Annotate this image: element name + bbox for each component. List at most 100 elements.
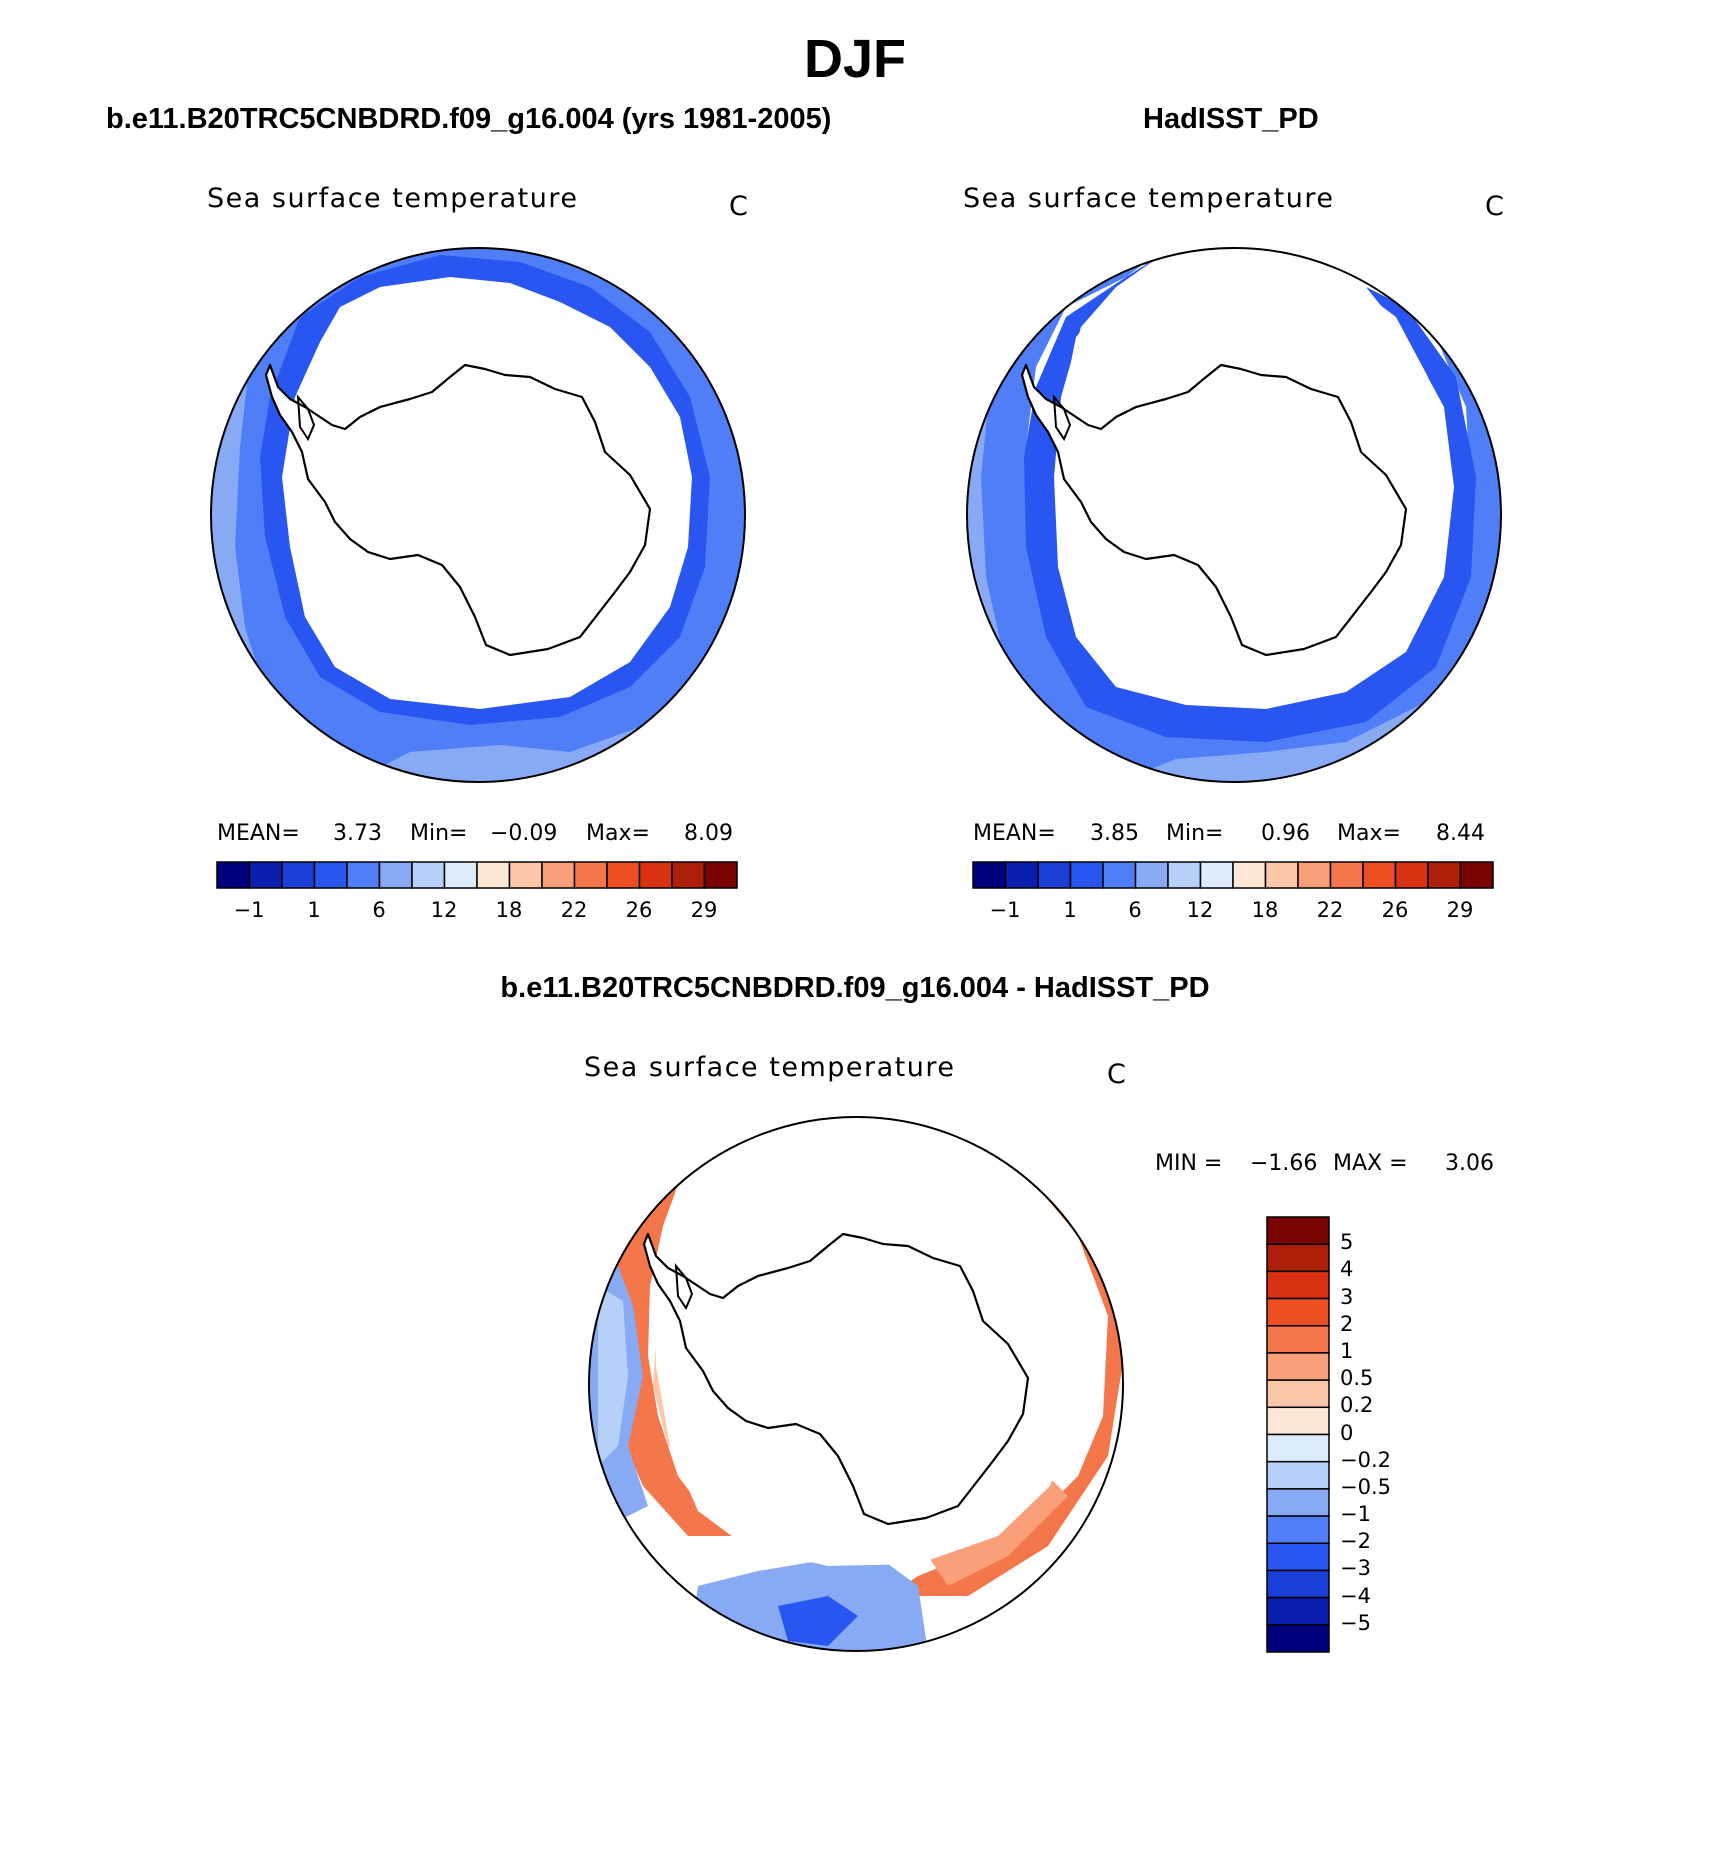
obs-colorbar-tick: 26 bbox=[1381, 898, 1409, 922]
figure-title: DJF bbox=[803, 29, 906, 89]
diff-colorbar-tick: −3 bbox=[1340, 1556, 1371, 1581]
diff-colorbar bbox=[1266, 1216, 1330, 1653]
model-colorbar-tick: −1 bbox=[233, 898, 265, 922]
obs-polar-map bbox=[966, 247, 1502, 783]
model-colorbar-tick: 1 bbox=[307, 898, 321, 922]
obs-max-value: 8.44 bbox=[1436, 821, 1485, 846]
obs-colorbar-bin bbox=[1297, 861, 1332, 889]
model-colorbar-bin bbox=[346, 861, 381, 889]
model-colorbar-bin bbox=[638, 861, 673, 889]
obs-mean-value: 3.85 bbox=[1090, 821, 1139, 846]
diff-colorbar-bin bbox=[1266, 1460, 1330, 1490]
diff-strong-negative-south bbox=[778, 1596, 858, 1646]
obs-case-title: HadISST_PD bbox=[1143, 103, 1319, 135]
model-peninsula-island bbox=[296, 393, 316, 442]
diff-colorbar-bin bbox=[1266, 1297, 1330, 1327]
diff-colorbar-tick: −1 bbox=[1340, 1502, 1371, 1527]
model-colorbar-bin bbox=[606, 861, 641, 889]
diff-colorbar-bin bbox=[1266, 1433, 1330, 1463]
diff-weak-negative-west bbox=[598, 1286, 628, 1466]
diff-case-title: b.e11.B20TRC5CNBDRD.f09_g16.004 - HadISS… bbox=[500, 972, 1210, 1004]
model-colorbar-tick: 12 bbox=[430, 898, 458, 922]
obs-min-value: 0.96 bbox=[1261, 821, 1310, 846]
obs-colorbar bbox=[972, 861, 1494, 889]
diff-colorbar-tick: 0.2 bbox=[1340, 1393, 1374, 1418]
diff-colorbar-tick: −0.5 bbox=[1340, 1474, 1391, 1499]
obs-colorbar-bin bbox=[1459, 861, 1494, 889]
model-max-label: Max= bbox=[586, 821, 650, 846]
diff-colorbar-bin bbox=[1266, 1596, 1330, 1626]
obs-colorbar-bin bbox=[1232, 861, 1267, 889]
diff-colorbar-bin bbox=[1266, 1379, 1330, 1409]
obs-colorbar-bin bbox=[1394, 861, 1429, 889]
obs-colorbar-tick: 29 bbox=[1446, 898, 1474, 922]
diff-colorbar-bin bbox=[1266, 1542, 1330, 1572]
model-colorbar bbox=[216, 861, 738, 889]
diff-colorbar-bin bbox=[1266, 1325, 1330, 1354]
model-map-border bbox=[210, 247, 746, 783]
obs-colorbar-bin bbox=[1134, 861, 1169, 889]
model-colorbar-bin bbox=[476, 861, 511, 889]
obs-colorbar-bin bbox=[1362, 861, 1397, 889]
obs-colorbar-bin bbox=[1167, 861, 1202, 889]
model-colorbar-bin bbox=[248, 861, 283, 889]
diff-colorbar-bin bbox=[1266, 1488, 1330, 1517]
diff-min-label: MIN = bbox=[1155, 1151, 1223, 1176]
diff-min-value: −1.66 bbox=[1250, 1151, 1318, 1176]
model-colorbar-bin bbox=[378, 861, 413, 889]
diff-colorbar-bin bbox=[1266, 1352, 1330, 1381]
model-colorbar-bin bbox=[508, 861, 543, 889]
model-variable-title: Sea surface temperature bbox=[207, 183, 579, 214]
model-case-title: b.e11.B20TRC5CNBDRD.f09_g16.004 (yrs 198… bbox=[106, 103, 832, 135]
model-colorbar-bin bbox=[671, 861, 706, 889]
model-units-label: C bbox=[729, 191, 750, 222]
diff-colorbar-bin bbox=[1266, 1515, 1330, 1544]
model-antarctica-coastline bbox=[264, 363, 652, 657]
diff-colorbar-tick: −5 bbox=[1340, 1610, 1371, 1635]
model-max-value: 8.09 bbox=[684, 821, 733, 846]
model-colorbar-bin bbox=[216, 861, 251, 889]
obs-units-label: C bbox=[1485, 191, 1506, 222]
model-colorbar-tick: 29 bbox=[690, 898, 718, 922]
model-colorbar-bin bbox=[281, 861, 316, 889]
obs-colorbar-tick: 18 bbox=[1251, 898, 1279, 922]
model-colorbar-bin bbox=[573, 861, 608, 889]
model-colorbar-bin bbox=[313, 861, 348, 889]
obs-min-label: Min= bbox=[1166, 821, 1224, 846]
diff-colorbar-tick: −0.2 bbox=[1340, 1447, 1391, 1472]
diff-max-value: 3.06 bbox=[1445, 1151, 1494, 1176]
diff-colorbar-bin bbox=[1266, 1624, 1330, 1653]
obs-colorbar-bin bbox=[1199, 861, 1234, 889]
diff-colorbar-tick: 4 bbox=[1340, 1257, 1354, 1282]
diff-polar-map bbox=[588, 1116, 1124, 1652]
diff-max-label: MAX = bbox=[1333, 1151, 1408, 1176]
obs-peninsula-island bbox=[1052, 393, 1072, 442]
obs-variable-title: Sea surface temperature bbox=[963, 183, 1335, 214]
model-colorbar-tick: 26 bbox=[625, 898, 653, 922]
diff-colorbar-tick: 5 bbox=[1340, 1230, 1354, 1255]
model-polar-map bbox=[210, 247, 746, 783]
diff-colorbar-tick: 0.5 bbox=[1340, 1366, 1374, 1391]
diff-units-label: C bbox=[1107, 1059, 1128, 1090]
obs-colorbar-bin bbox=[1004, 861, 1039, 889]
diff-colorbar-tick: 1 bbox=[1340, 1338, 1354, 1363]
obs-colorbar-bin bbox=[972, 861, 1007, 889]
diff-colorbar-tick: 0 bbox=[1340, 1420, 1354, 1445]
obs-colorbar-bin bbox=[1427, 861, 1462, 889]
diff-colorbar-tick: −4 bbox=[1340, 1583, 1371, 1608]
obs-colorbar-tick: 1 bbox=[1063, 898, 1077, 922]
obs-colorbar-bin bbox=[1102, 861, 1137, 889]
model-colorbar-bin bbox=[443, 861, 478, 889]
obs-colorbar-bin bbox=[1264, 861, 1299, 889]
obs-colorbar-tick: 12 bbox=[1186, 898, 1214, 922]
diff-colorbar-tick: 3 bbox=[1340, 1284, 1354, 1309]
diff-colorbar-bin bbox=[1266, 1270, 1330, 1300]
diff-colorbar-bin bbox=[1266, 1569, 1330, 1599]
obs-colorbar-bin bbox=[1329, 861, 1364, 889]
obs-colorbar-bin bbox=[1069, 861, 1104, 889]
diff-variable-title: Sea surface temperature bbox=[584, 1052, 956, 1083]
obs-map-border bbox=[966, 247, 1502, 783]
model-colorbar-bin bbox=[703, 861, 738, 889]
diff-colorbar-bin bbox=[1266, 1406, 1330, 1436]
diff-peninsula-island bbox=[674, 1262, 694, 1311]
